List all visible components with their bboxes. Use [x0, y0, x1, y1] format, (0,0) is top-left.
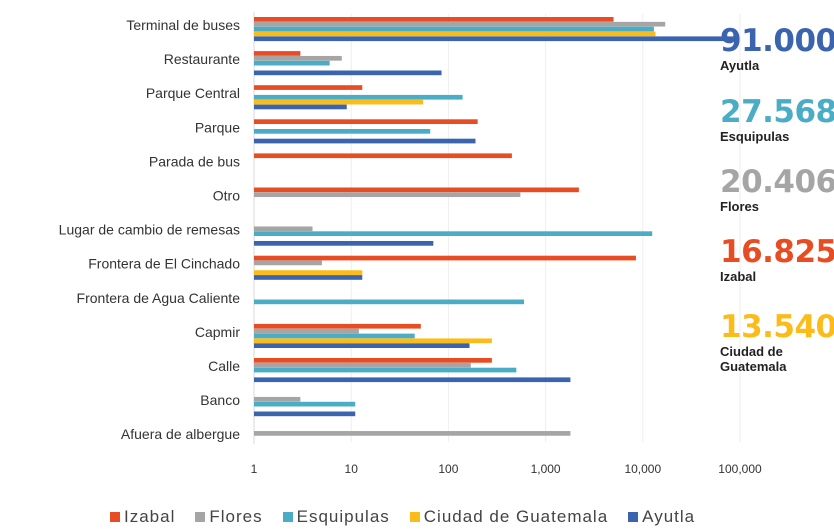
bar-flores — [254, 260, 322, 266]
bar-flores — [254, 362, 471, 368]
category-labels: Terminal de buses Restaurante Parque Centr… — [59, 17, 241, 442]
callout-name: Izabal — [720, 269, 757, 284]
bar-ciudad-de-guatemala — [254, 338, 492, 344]
legend-item: Ciudad de Guatemala — [409, 507, 609, 527]
bar-flores — [254, 396, 301, 402]
bar-ayutla — [254, 36, 737, 42]
callout-name: Flores — [720, 199, 760, 214]
bar-flores — [254, 192, 521, 198]
category-label: Capmir — [195, 324, 240, 340]
callout: 13.540 Ciudad de Guatemala — [720, 309, 834, 375]
bar-esquipulas — [254, 26, 654, 32]
category-label: Restaurante — [164, 51, 240, 67]
bar-ciudad-de-guatemala — [254, 270, 363, 275]
bar-flores — [254, 328, 359, 334]
callout-name: Ciudad de — [720, 344, 783, 359]
callout-value: 27.568 — [720, 94, 834, 130]
bar-izabal — [254, 255, 636, 261]
callout-value: 13.540 — [720, 309, 834, 345]
bar-izabal — [254, 358, 492, 363]
bar-ayutla — [254, 138, 476, 144]
callout: 91.000 Ayutla — [720, 23, 834, 74]
bar-ayutla — [254, 104, 347, 110]
bar-esquipulas — [254, 299, 525, 305]
category-label: Frontera de El Cinchado — [88, 256, 240, 272]
bar-ayutla — [254, 70, 442, 76]
bar-esquipulas — [254, 94, 463, 100]
callout-value: 16.825 — [720, 234, 834, 270]
x-tick-label: 10,000 — [624, 462, 661, 476]
bar-izabal — [254, 119, 478, 124]
callout-name: Guatemala — [720, 359, 787, 374]
callout-value: 20.406 — [720, 164, 834, 200]
category-label: Parque — [195, 119, 240, 135]
legend-swatch — [282, 512, 293, 522]
callout-name: Esquipulas — [720, 129, 790, 144]
legend-item: Ayutla — [628, 507, 695, 527]
category-label: Banco — [200, 392, 240, 408]
bar-flores — [254, 21, 666, 27]
category-label: Terminal de buses — [126, 17, 240, 33]
legend-swatch — [195, 512, 206, 522]
x-tick-label: 1,000 — [531, 462, 561, 476]
category-label: Lugar de cambio de remesas — [59, 222, 240, 238]
category-label: Frontera de Agua Caliente — [77, 290, 241, 306]
legend-swatch — [110, 512, 120, 522]
bar-izabal — [254, 17, 614, 22]
x-tick-label: 100 — [438, 462, 458, 476]
bar-izabal — [254, 187, 579, 193]
bars — [254, 17, 737, 436]
legend-label: Izabal — [124, 507, 176, 526]
bar-ayutla — [254, 241, 434, 246]
callout: 20.406 Flores — [720, 164, 834, 215]
bar-flores — [254, 226, 313, 232]
x-tick-label: 1 — [251, 462, 258, 476]
bar-ciudad-de-guatemala — [254, 99, 424, 105]
bar-ayutla — [254, 411, 356, 417]
bar-flores — [254, 431, 571, 436]
category-label: Parque Central — [146, 85, 240, 101]
bar-esquipulas — [254, 367, 517, 373]
legend-label: Ayutla — [642, 507, 696, 526]
bar-esquipulas — [254, 129, 431, 134]
callout-name: Ayutla — [720, 58, 760, 73]
bar-ayutla — [254, 343, 470, 348]
legend-item: Izabal — [110, 507, 175, 527]
category-label: Parada de bus — [149, 153, 240, 169]
bar-izabal — [254, 153, 512, 159]
x-tick-label: 10 — [345, 462, 359, 476]
legend-swatch — [409, 512, 420, 522]
callout-value: 91.000 — [720, 23, 834, 59]
callout: 16.825 Izabal — [720, 234, 834, 285]
bar-flores — [254, 55, 342, 61]
bar-esquipulas — [254, 333, 415, 339]
bar-izabal — [254, 323, 421, 329]
x-axis-ticks: 1 10 100 1,000 10,000 100,000 — [251, 462, 762, 476]
legend-label: Esquipulas — [296, 507, 390, 526]
bar-izabal — [254, 51, 301, 56]
category-label: Afuera de albergue — [121, 426, 240, 442]
bar-ayutla — [254, 377, 571, 383]
x-tick-label: 100,000 — [718, 462, 762, 476]
bar-esquipulas — [254, 231, 653, 236]
category-label: Calle — [208, 358, 240, 374]
legend-item: Flores — [195, 507, 262, 527]
legend: Izabal Flores Esquipulas Ciudad de Guatemal… — [110, 507, 830, 527]
callout: 27.568 Esquipulas — [720, 94, 834, 145]
bar-esquipulas — [254, 60, 330, 66]
legend-swatch — [628, 512, 639, 522]
bar-izabal — [254, 85, 363, 90]
category-label: Otro — [213, 188, 240, 204]
legend-item: Esquipulas — [282, 507, 390, 527]
bar-esquipulas — [254, 401, 356, 407]
legend-label: Flores — [209, 507, 263, 526]
bar-ayutla — [254, 275, 363, 280]
legend-label: Ciudad de Guatemala — [423, 507, 609, 526]
bar-ciudad-de-guatemala — [254, 31, 656, 37]
